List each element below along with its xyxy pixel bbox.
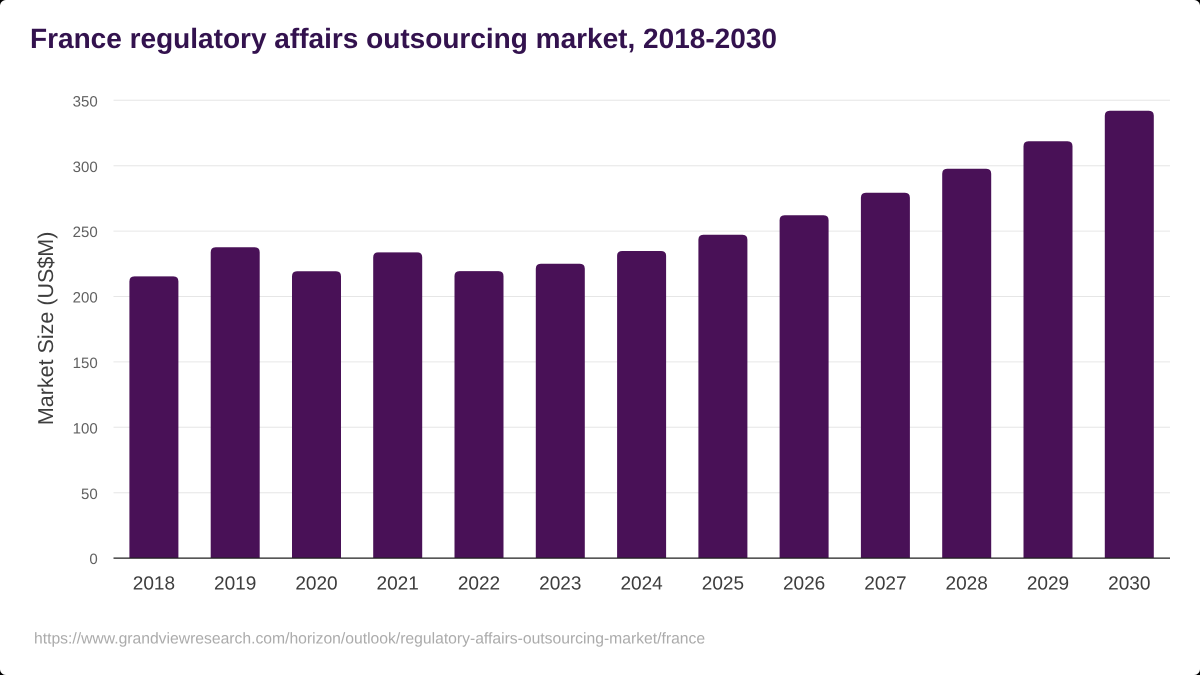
svg-text:2030: 2030 bbox=[1108, 574, 1150, 595]
svg-text:2026: 2026 bbox=[783, 574, 825, 595]
svg-text:2023: 2023 bbox=[539, 574, 581, 595]
svg-text:https://www.grandviewresearch.: https://www.grandviewresearch.com/horizo… bbox=[34, 631, 705, 648]
svg-text:France regulatory affairs outs: France regulatory affairs outsourcing ma… bbox=[30, 23, 777, 54]
svg-text:2018: 2018 bbox=[133, 574, 175, 595]
svg-text:2021: 2021 bbox=[377, 574, 419, 595]
svg-text:150: 150 bbox=[73, 355, 98, 372]
svg-text:350: 350 bbox=[73, 93, 98, 110]
svg-text:2028: 2028 bbox=[946, 574, 988, 595]
svg-text:2025: 2025 bbox=[702, 574, 744, 595]
svg-text:100: 100 bbox=[73, 420, 98, 437]
svg-text:2029: 2029 bbox=[1027, 574, 1069, 595]
svg-text:250: 250 bbox=[73, 224, 98, 241]
svg-text:0: 0 bbox=[89, 551, 97, 568]
svg-text:2020: 2020 bbox=[295, 574, 337, 595]
svg-text:2019: 2019 bbox=[214, 574, 256, 595]
svg-text:Market Size (US$M): Market Size (US$M) bbox=[34, 232, 58, 426]
svg-text:2027: 2027 bbox=[864, 574, 906, 595]
svg-text:50: 50 bbox=[81, 486, 98, 503]
svg-text:300: 300 bbox=[73, 159, 98, 176]
svg-text:2024: 2024 bbox=[620, 574, 663, 595]
svg-text:200: 200 bbox=[73, 290, 98, 307]
svg-text:2022: 2022 bbox=[458, 574, 500, 595]
